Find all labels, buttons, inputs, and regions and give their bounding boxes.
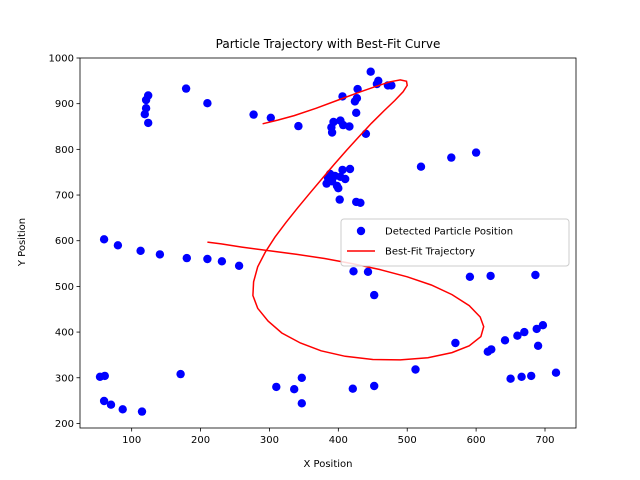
particle-point [335,195,344,204]
particle-point [353,84,362,94]
particle-point [118,405,127,414]
x-tick-label: 100 [122,435,141,446]
particle-point [533,341,543,350]
x-tick-label: 200 [191,435,210,446]
particle-point [182,253,191,263]
particle-point [513,331,522,340]
plot-frame [79,57,577,429]
particle-point [266,113,275,123]
particle-point [506,374,515,383]
particle-point [113,241,123,250]
particle-point [181,84,191,93]
particle-point [411,365,420,374]
particle-point [155,250,165,259]
particle-point [349,267,358,276]
particle-point [290,385,299,394]
x-tick-label: 500 [398,435,417,446]
particle-point [140,110,149,119]
axes: 100 200 300 400 500 600 700 200 300 400 500 600 700 8… [49,54,577,446]
particle-point [345,164,355,174]
legend-box [340,218,570,267]
best-fit-trajectory-line [207,79,485,361]
particle-point [297,373,306,382]
particle-point [272,382,281,392]
particle-point [352,94,362,103]
particle-point [341,174,350,184]
y-tick-label: 700 [55,191,74,202]
particle-point [334,184,343,193]
particle-point [234,261,244,270]
y-tick-label: 1000 [49,54,74,65]
particle-point [137,407,147,416]
particle-point [370,290,379,300]
y-tick-label: 300 [55,373,74,384]
particle-point [136,246,145,255]
particle-point [217,257,227,266]
x-tick-label: 300 [260,435,279,446]
legend-label: Detected Particle Position [385,227,513,238]
particle-point [517,372,526,381]
particle-point [447,153,456,162]
particle-point [416,162,426,171]
particle-point [538,321,548,330]
particle-point [551,368,561,377]
particle-point [451,338,460,348]
y-axis-title: Y Position [17,218,28,267]
particle-point [144,118,153,128]
particle-point [141,95,151,105]
y-tick-label: 600 [55,236,74,247]
particle-point [500,336,510,345]
particle-point [348,384,357,393]
particle-point [106,400,116,409]
particle-point [471,148,481,157]
particle-point [176,369,185,379]
particle-point [100,371,110,381]
particle-point [294,121,303,131]
particle-point [356,198,365,207]
x-axis-title: X Position [304,459,353,470]
particle-point [527,371,536,381]
x-tick-label: 400 [329,435,348,446]
particle-point [487,345,496,354]
particle-point [345,122,354,131]
x-tick-label: 600 [467,435,486,446]
particle-point [329,117,338,127]
particle-point [99,396,109,406]
y-tick-label: 200 [55,419,74,430]
particle-point [486,271,495,281]
particle-point [352,108,361,118]
chart-title: Particle Trajectory with Best-Fit Curve [216,37,441,51]
particle-point [297,399,306,408]
particle-point [249,110,258,119]
particle-point [203,254,212,264]
particle-point [370,381,379,391]
x-tick-label: 700 [535,435,554,446]
particle-point [465,272,475,281]
particle-point [361,129,371,138]
particle-point [363,267,373,276]
particle-point [374,76,383,86]
y-tick-label: 800 [55,145,74,156]
particle-point [366,67,375,76]
y-tick-label: 400 [55,328,74,339]
plot-area [95,67,561,416]
particle-point [338,165,347,175]
legend-marker-swatch [356,226,366,236]
legend: Detected Particle Position Best-Fit Traje… [340,218,570,267]
particle-point [532,324,541,334]
particle-point [520,327,529,337]
particle-point [387,81,396,90]
particle-point [203,99,212,108]
particle-point [531,270,540,280]
y-tick-label: 500 [55,282,74,293]
particle-point [99,235,109,244]
y-tick-label: 900 [55,99,74,110]
legend-label: Best-Fit Trajectory [385,247,475,258]
particle-point [327,128,337,137]
